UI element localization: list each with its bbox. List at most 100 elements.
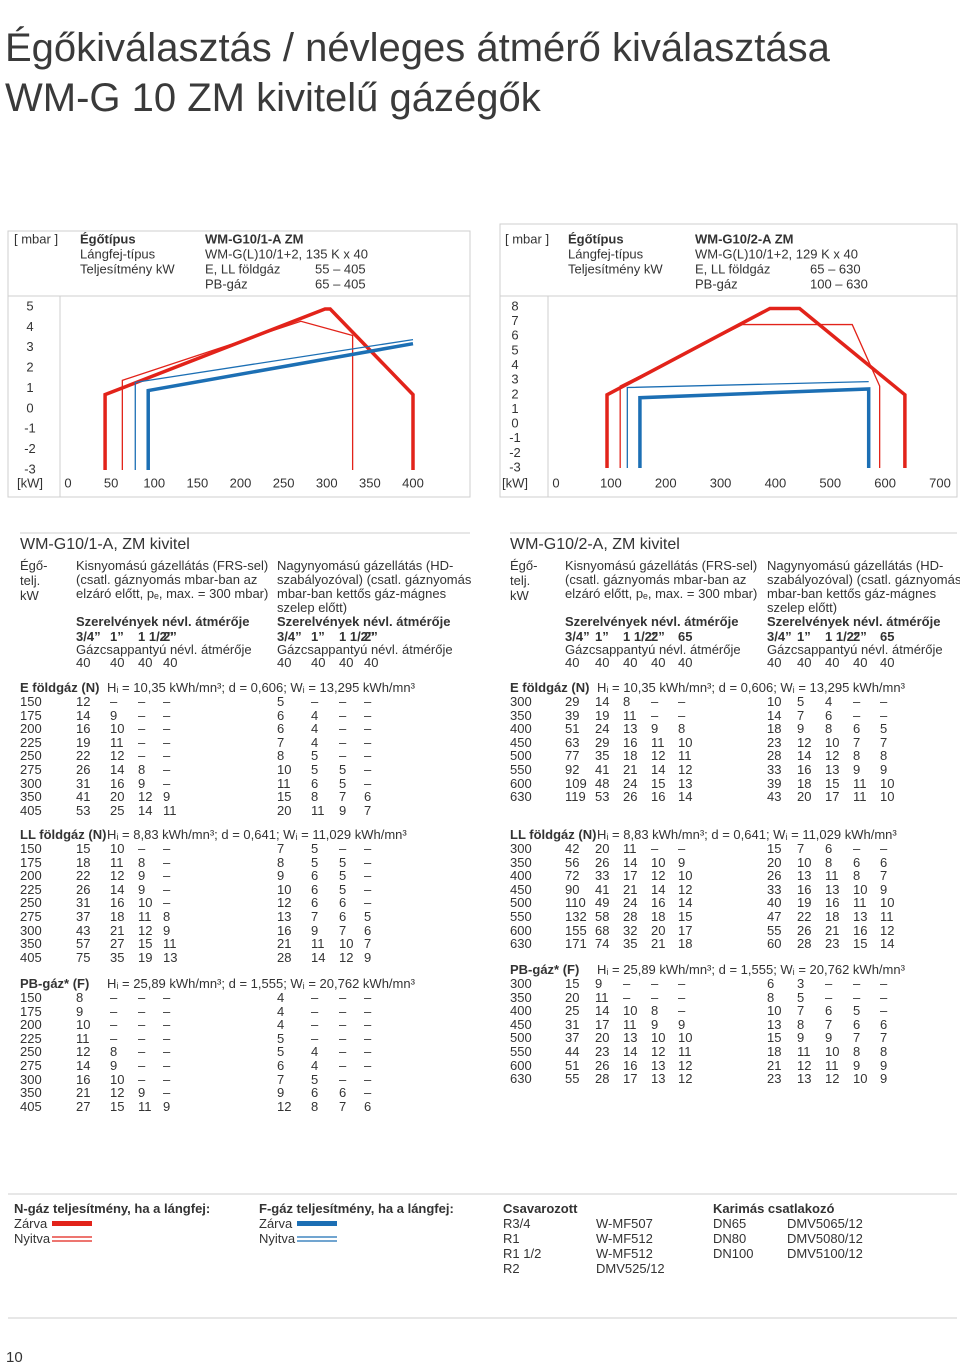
cell: 7 xyxy=(880,1030,888,1046)
row-power: 550 xyxy=(510,762,532,777)
list-cell: DMV5065/12 xyxy=(787,1216,863,1231)
valve-size: 40 xyxy=(678,655,693,670)
cell: 9 xyxy=(880,881,888,897)
cell: 44 xyxy=(565,1044,580,1059)
cell: 13 xyxy=(623,1030,638,1046)
cell: – xyxy=(138,1044,146,1060)
cell: 16 xyxy=(623,734,638,750)
cell: 15 xyxy=(110,1098,125,1114)
cell: 14 xyxy=(595,1003,610,1019)
cell: 8 xyxy=(651,1003,659,1019)
cell: 12 xyxy=(110,868,125,884)
fittings-label: Szerelvények névl. átmérője xyxy=(565,614,739,629)
cell: 21 xyxy=(651,936,666,952)
cell: 6 xyxy=(825,1003,833,1019)
cell: 12 xyxy=(76,1044,91,1060)
cell: – xyxy=(364,854,372,870)
cell: 49 xyxy=(595,895,610,911)
cell: – xyxy=(163,881,171,897)
legend-swatch xyxy=(52,1221,92,1226)
group-head: (csatl. gáznyomás mbar-ban az xyxy=(76,572,258,587)
cell: 28 xyxy=(277,949,292,965)
row-power: 225 xyxy=(20,881,42,897)
cell: 22 xyxy=(76,868,91,884)
y-tick-label: 2 xyxy=(26,360,33,375)
row-power: 200 xyxy=(20,721,42,737)
cell: 14 xyxy=(311,949,326,965)
cell: 14 xyxy=(76,707,91,723)
y-tick-label: 3 xyxy=(26,339,33,354)
field-line xyxy=(619,323,881,468)
gas-name: PB-gáz xyxy=(695,276,738,291)
cell: 7 xyxy=(880,734,888,750)
cell: – xyxy=(880,1003,888,1019)
cell: 10 xyxy=(678,868,693,884)
fitting-size: 3/4” xyxy=(76,629,101,644)
cell: 7 xyxy=(825,1016,833,1032)
cell: 31 xyxy=(76,775,91,791)
cell: 5 xyxy=(880,721,888,737)
cell: 22 xyxy=(797,909,812,924)
group-head: Nagynyomású gázellátás (HD- xyxy=(767,558,944,573)
row-power: 630 xyxy=(510,789,532,805)
cell: – xyxy=(163,1044,171,1060)
cell: 13 xyxy=(277,909,292,924)
gas-name: LL földgáz (N) xyxy=(20,827,107,842)
cell: 9 xyxy=(311,922,319,938)
cell: 6 xyxy=(277,1058,285,1073)
gas-name: E földgáz (N) xyxy=(20,680,100,695)
cell: – xyxy=(339,707,347,723)
cell: – xyxy=(364,762,372,777)
cell: 41 xyxy=(595,762,610,777)
cell: – xyxy=(364,721,372,737)
cell: 28 xyxy=(797,936,812,952)
y-tick-label: 5 xyxy=(511,342,518,357)
cell: 39 xyxy=(767,775,782,791)
y-tick-label: 4 xyxy=(26,319,33,334)
cell: 10 xyxy=(880,775,895,791)
list-cell: W-MF507 xyxy=(596,1216,653,1231)
cell: 3 xyxy=(797,976,805,991)
group-head: Kisnyomású gázellátás (FRS-sel) xyxy=(565,558,758,573)
cell: 11 xyxy=(163,936,177,952)
group-head: szabályozóval) (csatl. gáznyomás xyxy=(767,572,960,587)
row-power: 550 xyxy=(510,909,532,924)
cell: 15 xyxy=(277,789,292,805)
gas-name: PB-gáz xyxy=(205,276,248,291)
cell: – xyxy=(339,721,347,737)
unit-label: [ mbar ] xyxy=(14,231,58,246)
cell: 35 xyxy=(110,949,125,965)
cell: – xyxy=(163,1003,171,1019)
valve-label: Gázcsappantyú névl. átmérője xyxy=(565,642,741,657)
cell: 10 xyxy=(797,854,812,870)
cell: 14 xyxy=(678,789,693,805)
cell: – xyxy=(110,694,118,709)
x-tick-label: 0 xyxy=(64,475,71,490)
cell: 13 xyxy=(767,1016,782,1032)
cell: 9 xyxy=(138,775,146,791)
cell: – xyxy=(364,1044,372,1060)
cell: 21 xyxy=(277,936,292,952)
cell: 21 xyxy=(825,922,840,938)
cell: 9 xyxy=(163,1098,171,1114)
cell: 15 xyxy=(565,976,580,991)
cell: 14 xyxy=(651,881,666,897)
list-cell: R2 xyxy=(503,1261,520,1276)
cell: 4 xyxy=(311,1058,319,1073)
x-tick-label: 600 xyxy=(874,475,896,490)
cell: 6 xyxy=(364,789,372,805)
cell: 6 xyxy=(339,1085,347,1101)
field-line xyxy=(134,338,414,470)
cell: 13 xyxy=(797,868,812,884)
row-power: 150 xyxy=(20,841,42,856)
cell: 6 xyxy=(853,1016,861,1032)
fitting-size: 3/4” xyxy=(767,629,792,644)
x-tick-label: 150 xyxy=(187,475,209,490)
cell: 12 xyxy=(678,762,693,777)
cell: 5 xyxy=(797,694,805,709)
row-power: 300 xyxy=(510,841,532,856)
cell: – xyxy=(138,1071,146,1087)
cell: 15 xyxy=(138,936,153,952)
cell: 13 xyxy=(825,762,840,777)
header-label: Lángfej-típus xyxy=(568,246,644,261)
